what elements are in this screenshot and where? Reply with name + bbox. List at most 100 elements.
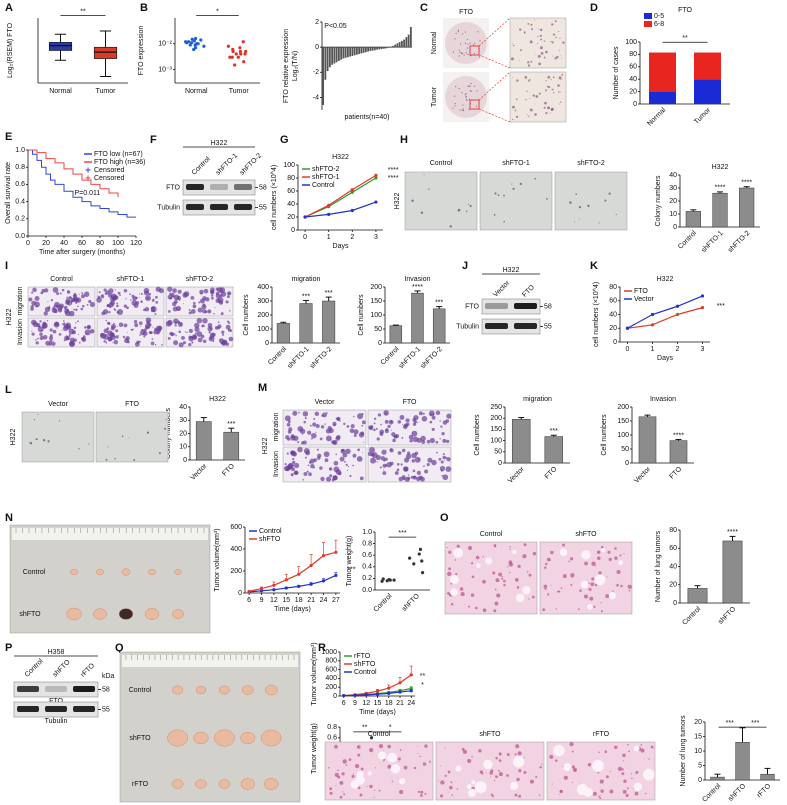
photo-texture: [550, 79, 552, 81]
photo: [119, 651, 301, 803]
photo-texture: [538, 62, 541, 66]
photo-texture: [535, 95, 539, 98]
photo-texture: [73, 338, 77, 342]
photo-texture: [146, 320, 151, 325]
photo-texture: [226, 320, 229, 323]
photo-texture: [418, 411, 423, 416]
tumor: [195, 779, 207, 789]
photo-texture: [446, 457, 451, 462]
x-axis-label: Time (days): [274, 606, 311, 613]
photo-texture: [217, 324, 222, 329]
significance: ****: [727, 529, 738, 536]
photo-texture: [314, 411, 320, 417]
photo-texture: [628, 750, 630, 753]
tumor: [218, 685, 230, 695]
photo-texture: [28, 297, 33, 302]
photo-texture: [444, 774, 447, 777]
photo-texture: [464, 604, 466, 606]
y-tick-label: 60: [629, 64, 637, 71]
photo-texture: [551, 88, 554, 91]
photo-texture: [173, 294, 180, 301]
photo-texture: [383, 469, 385, 471]
bar: [407, 34, 410, 48]
photo-texture: [188, 328, 193, 333]
photo-texture: [190, 296, 195, 300]
photo-texture: [627, 584, 632, 589]
photo-texture: [81, 292, 84, 294]
photo-texture: [587, 603, 593, 610]
photo-texture: [640, 744, 643, 746]
photo-texture: [342, 791, 344, 793]
y-tick-label: 20: [287, 214, 295, 221]
photo-texture: [347, 465, 349, 468]
bar: [371, 47, 374, 51]
y-tick-label: 0.2: [362, 575, 372, 582]
significance: ***: [325, 290, 333, 297]
photo-texture: [429, 437, 435, 444]
photo-texture: [118, 322, 124, 327]
photo-texture: [31, 291, 34, 294]
photo-texture: [424, 744, 428, 748]
row-label: Control: [129, 687, 152, 694]
y-tick-label: 80: [669, 527, 677, 534]
photo-texture: [59, 292, 62, 295]
photo-texture: [194, 332, 197, 335]
photo-texture: [454, 102, 456, 105]
photo-texture: [167, 286, 173, 292]
photo-texture: [84, 291, 90, 297]
y-axis-label: FTO relative expression: [283, 29, 290, 103]
photo-texture: [547, 106, 551, 110]
photo-texture: [508, 562, 514, 567]
photo-texture: [478, 749, 482, 753]
photo-texture: [538, 794, 541, 796]
y-tick-label: 40: [669, 563, 677, 570]
point: [233, 63, 237, 67]
panel-letter: C: [420, 2, 428, 14]
photo-texture: [118, 334, 120, 336]
photo-texture: [455, 572, 458, 576]
photo-texture: [225, 324, 231, 330]
photo-texture: [399, 749, 402, 751]
point: [192, 39, 196, 43]
photo-texture: [292, 464, 295, 467]
photo-texture: [549, 559, 551, 562]
photo-texture: [529, 98, 531, 100]
photo-texture: [382, 471, 387, 476]
point: [243, 52, 247, 56]
photo-texture: [49, 339, 53, 343]
photo-texture: [600, 610, 603, 613]
legend-label: Control: [312, 182, 335, 189]
photo-texture: [69, 340, 76, 347]
y-tick-label: 0: [265, 340, 269, 347]
photo-texture: [311, 437, 313, 440]
significance: ***: [435, 299, 443, 306]
photo-texture: [615, 213, 617, 215]
photo-texture: [600, 547, 606, 553]
point: [238, 49, 242, 54]
photo-texture: [212, 340, 215, 343]
photo-texture: [424, 792, 427, 795]
y-tick-label: 50: [494, 449, 502, 456]
band: [73, 706, 95, 712]
photo-texture: [517, 751, 522, 756]
bar: [403, 39, 406, 48]
y-axis-label: Tumor volume(mm³): [311, 642, 318, 705]
photo-texture: [493, 774, 495, 776]
photo-texture: [221, 330, 225, 334]
series-line: [627, 307, 703, 329]
y-tick-label: 10: [179, 444, 187, 451]
y-tick-label: 200: [617, 404, 629, 411]
photo-texture: [325, 428, 331, 434]
photo-texture: [343, 793, 346, 796]
category-label: Control: [681, 605, 702, 626]
photo-texture: [381, 449, 387, 455]
photo-texture: [385, 449, 387, 451]
x-axis-label: Days: [657, 355, 673, 362]
photo-texture: [110, 326, 115, 331]
photo-texture: [482, 555, 484, 558]
photo-texture: [514, 753, 517, 756]
photo-texture: [522, 586, 531, 595]
series-line: [627, 295, 703, 329]
photo-texture: [485, 557, 493, 565]
photo-texture: [539, 28, 543, 32]
